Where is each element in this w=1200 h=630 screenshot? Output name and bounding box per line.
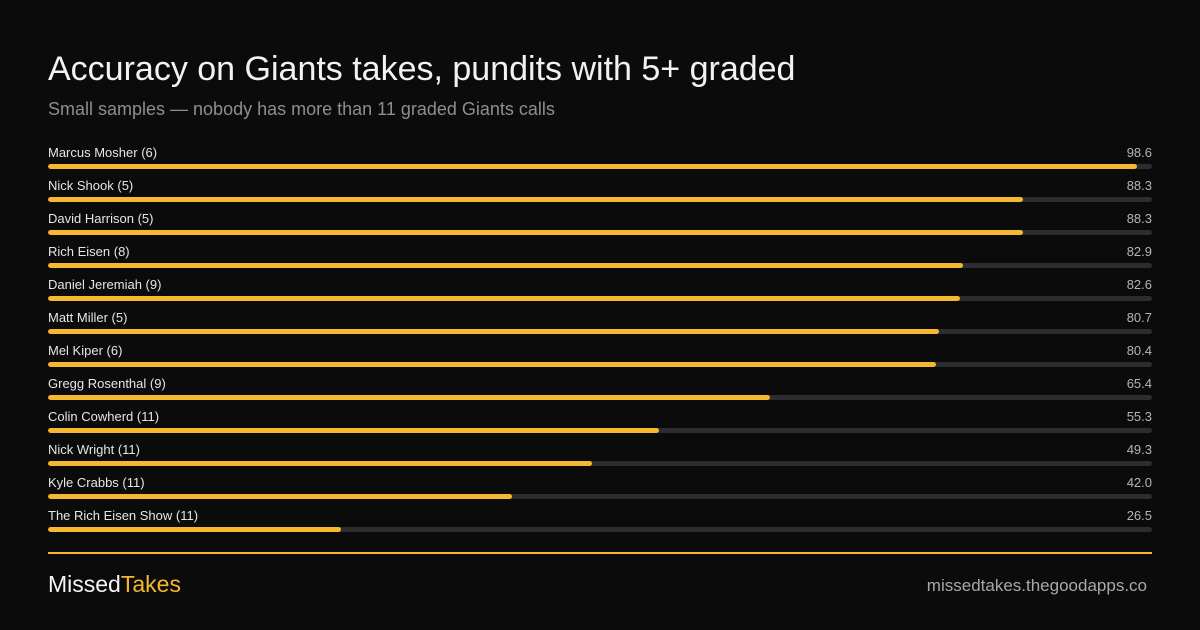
bar-fill: [48, 296, 960, 301]
bar-row: Gregg Rosenthal (9) 65.4: [48, 374, 1152, 407]
bar-label: David Harrison (5): [48, 211, 154, 226]
bar-value-label: 49.3: [1126, 442, 1152, 457]
bar-track: [48, 494, 1152, 499]
bar-value-label: 88.3: [1126, 178, 1152, 193]
brand-name-part2: Takes: [120, 571, 181, 597]
bar-track: [48, 461, 1152, 466]
bar-label: Nick Shook (5): [48, 178, 134, 193]
bar-fill: [48, 263, 964, 268]
site-url: missedtakes.thegoodapps.co: [926, 576, 1147, 595]
bar-value-label: 65.4: [1126, 376, 1152, 391]
bar-label: The Rich Eisen Show (11): [48, 508, 199, 523]
bar-track: [48, 197, 1152, 202]
bar-track: [48, 428, 1152, 433]
bar-row: Kyle Crabbs (11) 42.0: [48, 473, 1152, 506]
bar-fill: [48, 395, 771, 400]
bar-track: [48, 329, 1152, 334]
bar-fill: [48, 230, 1023, 235]
bar-track: [48, 230, 1152, 235]
bar-fill: [48, 428, 659, 433]
bar-value-label: 80.4: [1126, 343, 1152, 358]
bar-track: [48, 395, 1152, 400]
bar-value-label: 88.3: [1126, 211, 1152, 226]
bar-fill: [48, 197, 1023, 202]
bar-row: Colin Cowherd (11) 55.3: [48, 407, 1152, 440]
bar-row: Matt Miller (5) 80.7: [48, 308, 1152, 341]
brand-logo: MissedTakes: [48, 571, 181, 598]
bar-track: [48, 164, 1152, 169]
bar-row: Mel Kiper (6) 80.4: [48, 341, 1152, 374]
bar-fill: [48, 527, 341, 532]
bar-label: Nick Wright (11): [48, 442, 140, 457]
bar-label: Gregg Rosenthal (9): [48, 376, 166, 391]
bar-label: Marcus Mosher (6): [48, 145, 158, 160]
bar-label: Rich Eisen (8): [48, 244, 130, 259]
bar-row: The Rich Eisen Show (11) 26.5: [48, 506, 1152, 539]
bar-value-label: 98.6: [1126, 145, 1152, 160]
bar-label: Colin Cowherd (11): [48, 409, 160, 424]
bar-value-label: 42.0: [1126, 475, 1152, 490]
footer-divider: [48, 552, 1152, 554]
bar-row: Daniel Jeremiah (9) 82.6: [48, 275, 1152, 308]
bar-row: Marcus Mosher (6) 98.6: [48, 143, 1152, 176]
bar-row: Rich Eisen (8) 82.9: [48, 242, 1152, 275]
bar-fill: [48, 461, 593, 466]
brand-name-part1: Missed: [48, 571, 121, 597]
bar-label: Kyle Crabbs (11): [48, 475, 145, 490]
bar-fill: [48, 329, 939, 334]
chart-title: Accuracy on Giants takes, pundits with 5…: [48, 50, 796, 88]
bar-chart: Marcus Mosher (6) 98.6 Nick Shook (5) 88.3 D…: [48, 143, 1152, 539]
bar-value-label: 55.3: [1126, 409, 1152, 424]
bar-label: Mel Kiper (6): [48, 343, 123, 358]
bar-row: Nick Shook (5) 88.3: [48, 176, 1152, 209]
bar-value-label: 80.7: [1126, 310, 1152, 325]
bar-value-label: 82.9: [1126, 244, 1152, 259]
bar-label: Matt Miller (5): [48, 310, 128, 325]
bar-track: [48, 527, 1152, 532]
bar-fill: [48, 164, 1137, 169]
bar-value-label: 82.6: [1126, 277, 1152, 292]
bar-row: Nick Wright (11) 49.3: [48, 440, 1152, 473]
bar-track: [48, 263, 1152, 268]
chart-subtitle: Small samples — nobody has more than 11 …: [48, 99, 555, 119]
bar-row: David Harrison (5) 88.3: [48, 209, 1152, 242]
bar-fill: [48, 362, 936, 367]
bar-fill: [48, 494, 512, 499]
bar-track: [48, 362, 1152, 367]
bar-label: Daniel Jeremiah (9): [48, 277, 162, 292]
bar-track: [48, 296, 1152, 301]
bar-value-label: 26.5: [1126, 508, 1152, 523]
